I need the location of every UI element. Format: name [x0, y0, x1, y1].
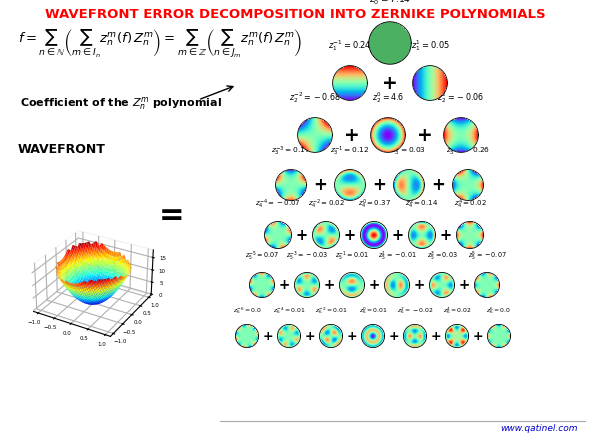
Text: $z_0^{0} = 7.14$: $z_0^{0} = 7.14$	[369, 0, 411, 7]
Text: $z_5^{-3} = -0.03$: $z_5^{-3} = -0.03$	[286, 250, 328, 263]
Text: $z_5^{3} = 0.03$: $z_5^{3} = 0.03$	[427, 250, 457, 263]
Text: $f = \sum_{n\in\mathbb{N}} \left( \sum_{m\in I_n} z_n^m(f)\, Z_n^m \right) = \su: $f = \sum_{n\in\mathbb{N}} \left( \sum_{…	[18, 28, 303, 60]
Text: WAVEFRONT ERROR DECOMPOSITION INTO ZERNIKE POLYNOMIALS: WAVEFRONT ERROR DECOMPOSITION INTO ZERNI…	[45, 8, 545, 21]
Text: $z_3^{1} = 0.03$: $z_3^{1} = 0.03$	[392, 145, 427, 158]
Text: +: +	[304, 330, 315, 342]
Text: $z_6^{2} = -0.02$: $z_6^{2} = -0.02$	[397, 305, 433, 316]
Text: $z_2^{2} = -0.06$: $z_2^{2} = -0.06$	[437, 90, 484, 105]
Text: $\mathbf{Coefficient\ of\ the}\ \mathit{Z}_n^m\ \mathbf{polynomial}$: $\mathbf{Coefficient\ of\ the}\ \mathit{…	[20, 95, 222, 112]
Text: +: +	[347, 330, 358, 342]
Text: +: +	[263, 330, 273, 342]
Text: $z_6^{4} = 0.02$: $z_6^{4} = 0.02$	[442, 305, 471, 316]
Text: +: +	[369, 278, 380, 292]
Text: $z_1^{-1} = 0.24$: $z_1^{-1} = 0.24$	[328, 38, 372, 53]
Text: +: +	[343, 125, 359, 144]
Text: =: =	[159, 201, 185, 229]
Text: $z_4^{4} = 0.02$: $z_4^{4} = 0.02$	[454, 198, 486, 211]
Text: +: +	[313, 176, 327, 194]
Text: +: +	[389, 330, 399, 342]
Text: +: +	[414, 278, 425, 292]
Text: +: +	[431, 176, 445, 194]
Text: $z_2^{0} = 4.6$: $z_2^{0} = 4.6$	[372, 90, 404, 105]
Text: $z_4^{-4} = -0.07$: $z_4^{-4} = -0.07$	[255, 198, 301, 211]
Text: $z_6^{-2} = 0.01$: $z_6^{-2} = 0.01$	[314, 305, 348, 316]
Text: +: +	[392, 228, 404, 242]
Text: $z_5^{-5} = 0.07$: $z_5^{-5} = 0.07$	[245, 250, 279, 263]
Text: $z_2^{-2} = -0.68$: $z_2^{-2} = -0.68$	[289, 90, 341, 105]
Text: +: +	[431, 330, 441, 342]
Text: $z_4^{2} = 0.14$: $z_4^{2} = 0.14$	[405, 198, 438, 211]
Text: +: +	[459, 278, 470, 292]
Text: +: +	[417, 125, 432, 144]
Text: $z_5^{5} = -0.07$: $z_5^{5} = -0.07$	[468, 250, 506, 263]
Text: $z_5^{1} = -0.01$: $z_5^{1} = -0.01$	[378, 250, 417, 263]
Text: +: +	[344, 228, 356, 242]
Text: $z_4^{0} = 0.37$: $z_4^{0} = 0.37$	[358, 198, 391, 211]
Text: $z_6^{-6} = 0.0$: $z_6^{-6} = 0.0$	[232, 305, 261, 316]
Text: $z_6^{6} = 0.0$: $z_6^{6} = 0.0$	[486, 305, 512, 316]
Text: $z_3^{-3} = 0.17$: $z_3^{-3} = 0.17$	[271, 145, 311, 158]
Text: +: +	[279, 278, 290, 292]
Text: $z_3^{3} = -0.26$: $z_3^{3} = -0.26$	[446, 145, 490, 158]
Text: +: +	[382, 74, 398, 93]
Text: +: +	[473, 330, 483, 342]
Text: +: +	[296, 228, 308, 242]
Text: $z_6^{-4} = 0.01$: $z_6^{-4} = 0.01$	[273, 305, 305, 316]
Text: +: +	[372, 176, 386, 194]
Text: www.qatinel.com: www.qatinel.com	[500, 424, 578, 433]
Text: +: +	[440, 228, 452, 242]
Text: WAVEFRONT: WAVEFRONT	[18, 143, 106, 156]
Text: +: +	[324, 278, 335, 292]
Text: $z_1^{1} = 0.05$: $z_1^{1} = 0.05$	[411, 38, 450, 53]
Text: $z_4^{-2} = 0.02$: $z_4^{-2} = 0.02$	[307, 198, 345, 211]
Text: $z_6^{0} = 0.01$: $z_6^{0} = 0.01$	[359, 305, 388, 316]
Text: $z_3^{-1} = 0.12$: $z_3^{-1} = 0.12$	[330, 145, 370, 158]
Text: $z_5^{-1} = 0.01$: $z_5^{-1} = 0.01$	[335, 250, 369, 263]
